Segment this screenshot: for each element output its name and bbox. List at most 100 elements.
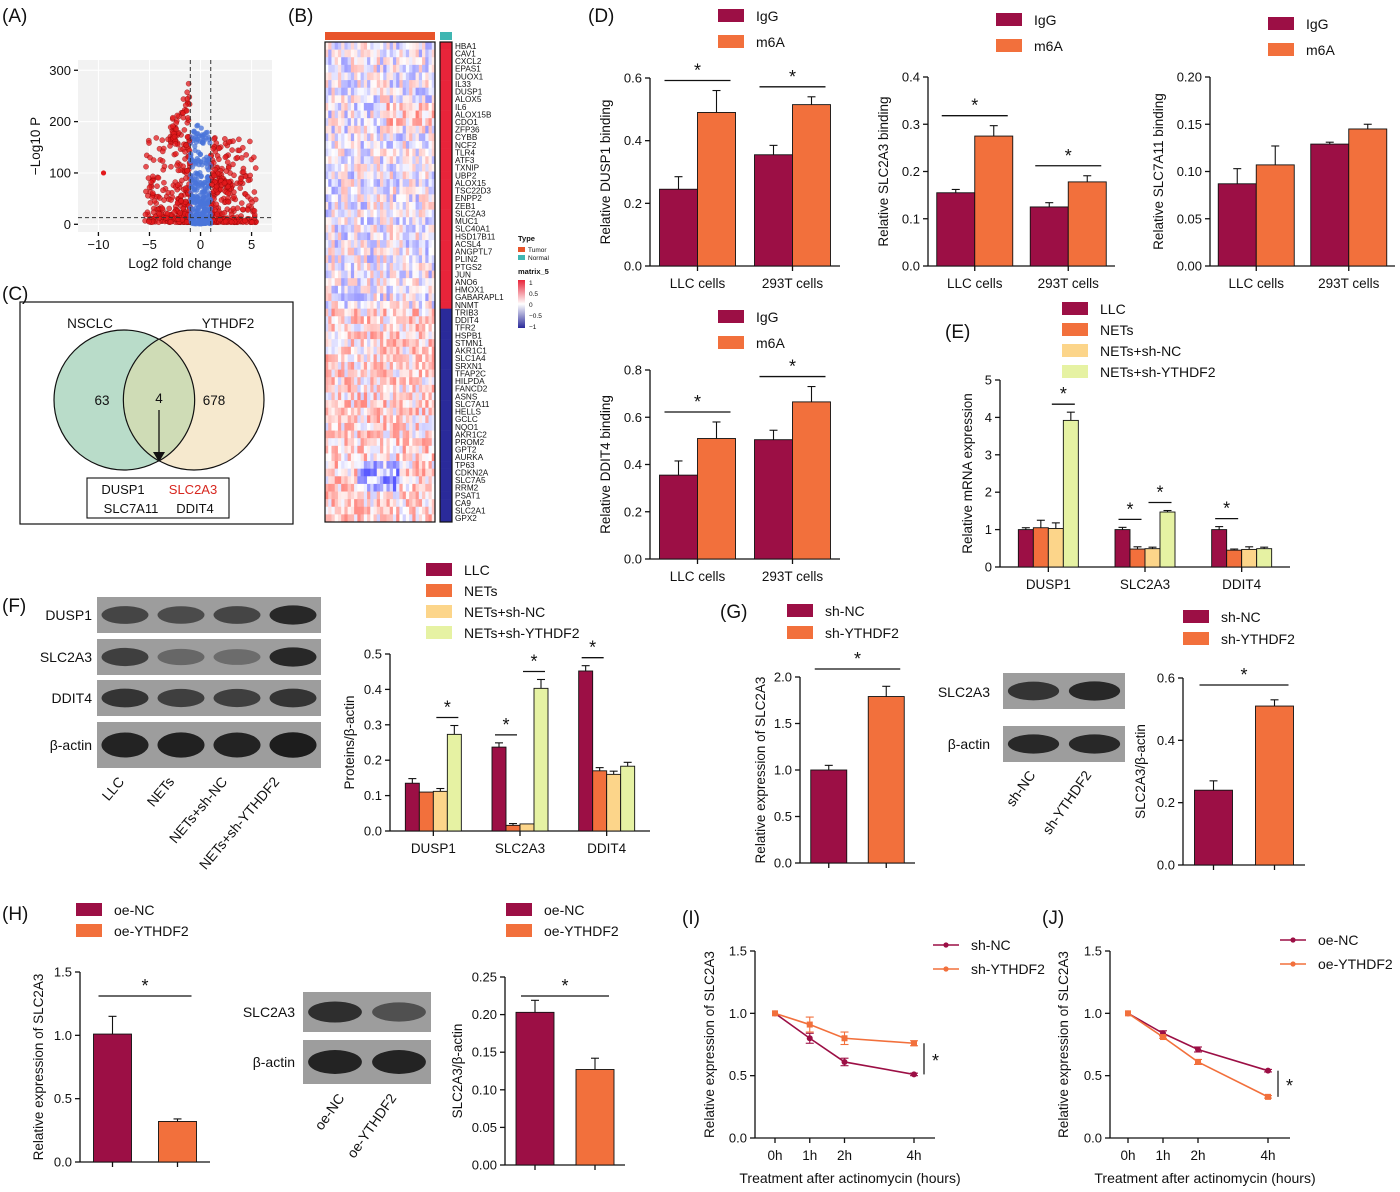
heatmap-cell [341, 377, 345, 386]
heatmap-cell [402, 232, 407, 241]
bar [519, 823, 535, 832]
heatmap-cell [376, 438, 381, 447]
heatmap-cell [354, 278, 358, 287]
heatmap-cell [360, 514, 365, 523]
heatmap-cell [399, 476, 403, 485]
heatmap-cell [422, 186, 426, 195]
heatmap-cell [396, 499, 400, 508]
heatmap-cell [392, 202, 397, 210]
heatmap-cell [360, 49, 365, 58]
heatmap-cell [418, 407, 423, 416]
gene-label: SLC2A1 [455, 507, 486, 516]
heatmap-cell [373, 461, 378, 469]
heatmap-cell [334, 217, 339, 226]
legend-label: oe-NC [544, 902, 584, 918]
heatmap-cell [347, 49, 352, 58]
significance-star: * [1126, 499, 1133, 519]
heatmap-cell [360, 171, 365, 180]
volcano-point [188, 208, 194, 214]
heatmap-cell [373, 438, 378, 447]
blot-G-SLC2A3 [1003, 673, 1125, 709]
heatmap-cell [376, 118, 381, 127]
heatmap-cell [412, 369, 416, 378]
heatmap-cell [405, 438, 410, 447]
heatmap-cell [389, 362, 394, 370]
heatmap-cell [373, 362, 378, 370]
heatmap-cell [425, 171, 429, 180]
heatmap-cell [396, 285, 400, 294]
heatmap-cell [354, 87, 358, 96]
heatmap-cell [399, 255, 403, 264]
gene-label: CA9 [455, 499, 471, 508]
blot-band [101, 606, 149, 624]
volcano-point [226, 139, 232, 145]
heatmap-cell [428, 331, 433, 340]
heatmap-cell [350, 339, 355, 348]
heatmap-cell [425, 476, 429, 485]
heatmap-cell [396, 247, 400, 256]
heatmap-cell [363, 514, 368, 523]
volcano-point [185, 115, 191, 121]
heatmap-cell [396, 308, 400, 317]
heatmap-cell [389, 323, 394, 332]
blot-row-label: β-actin [253, 1054, 295, 1070]
legend-label: oe-YTHDF2 [544, 923, 619, 939]
heatmap-cell [341, 461, 345, 469]
heatmap-cell [389, 194, 394, 203]
x-tick-label: 0h [767, 1148, 782, 1163]
heatmap-cell [370, 384, 374, 393]
data-point [1265, 1067, 1271, 1074]
heatmap-cell [409, 316, 413, 325]
heatmap-cell [386, 483, 391, 492]
heatmap-cell [344, 133, 348, 142]
heatmap-cell [415, 247, 420, 256]
heatmap-cell [347, 171, 352, 180]
heatmap-cell [428, 422, 433, 431]
heatmap-cell [418, 42, 423, 50]
heatmap-cell [415, 514, 420, 523]
volcano-point [223, 168, 230, 174]
heatmap-cell [405, 156, 410, 165]
volcano-point [252, 196, 259, 203]
heatmap-cell [412, 72, 416, 81]
y-tick-label: 0.4 [624, 457, 642, 472]
y-axis-label: SLC2A3/β-actin [450, 1024, 465, 1119]
heatmap-cell [418, 179, 423, 188]
heatmap-cell [376, 64, 381, 73]
heatmap-cell [402, 278, 407, 287]
heatmap-cell [402, 247, 407, 256]
heatmap-cell [344, 339, 348, 348]
heatmap-cell [396, 445, 400, 454]
heatmap-cell [328, 468, 332, 477]
heatmap-cell [325, 247, 329, 256]
heatmap-cell [331, 308, 336, 317]
blot-row-label: β-actin [948, 736, 990, 752]
volcano-point [170, 123, 176, 129]
heatmap-cell [383, 362, 387, 370]
heatmap-cell [402, 285, 407, 294]
heatmap-cell [386, 400, 391, 409]
heatmap-cell [422, 49, 426, 58]
heatmap-normal-cell [440, 72, 452, 81]
heatmap-cell [376, 217, 381, 226]
gene-label: EPAS1 [455, 65, 481, 74]
heatmap-cell [367, 445, 371, 454]
heatmap-cell [428, 407, 433, 416]
heatmap-cell [399, 415, 403, 424]
heatmap-cell [337, 354, 342, 363]
volcano-point [197, 151, 203, 158]
heatmap-cell [380, 323, 384, 332]
heatmap-cell [409, 194, 413, 203]
heatmap-cell [399, 392, 403, 401]
heatmap-cell [376, 506, 381, 515]
heatmap-cell [412, 445, 416, 454]
heatmap-cell [373, 148, 378, 157]
heatmap-cell [325, 42, 329, 50]
heatmap-cell [396, 377, 400, 386]
heatmap-cell [418, 369, 423, 378]
heatmap-cell [337, 285, 342, 294]
heatmap-cell [354, 64, 358, 73]
heatmap-cell [360, 422, 365, 431]
heatmap-normal-cell [440, 42, 452, 50]
